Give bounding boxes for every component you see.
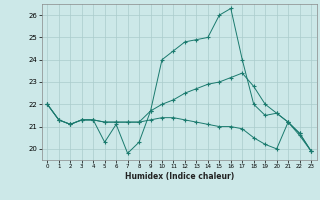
X-axis label: Humidex (Indice chaleur): Humidex (Indice chaleur) [124, 172, 234, 181]
